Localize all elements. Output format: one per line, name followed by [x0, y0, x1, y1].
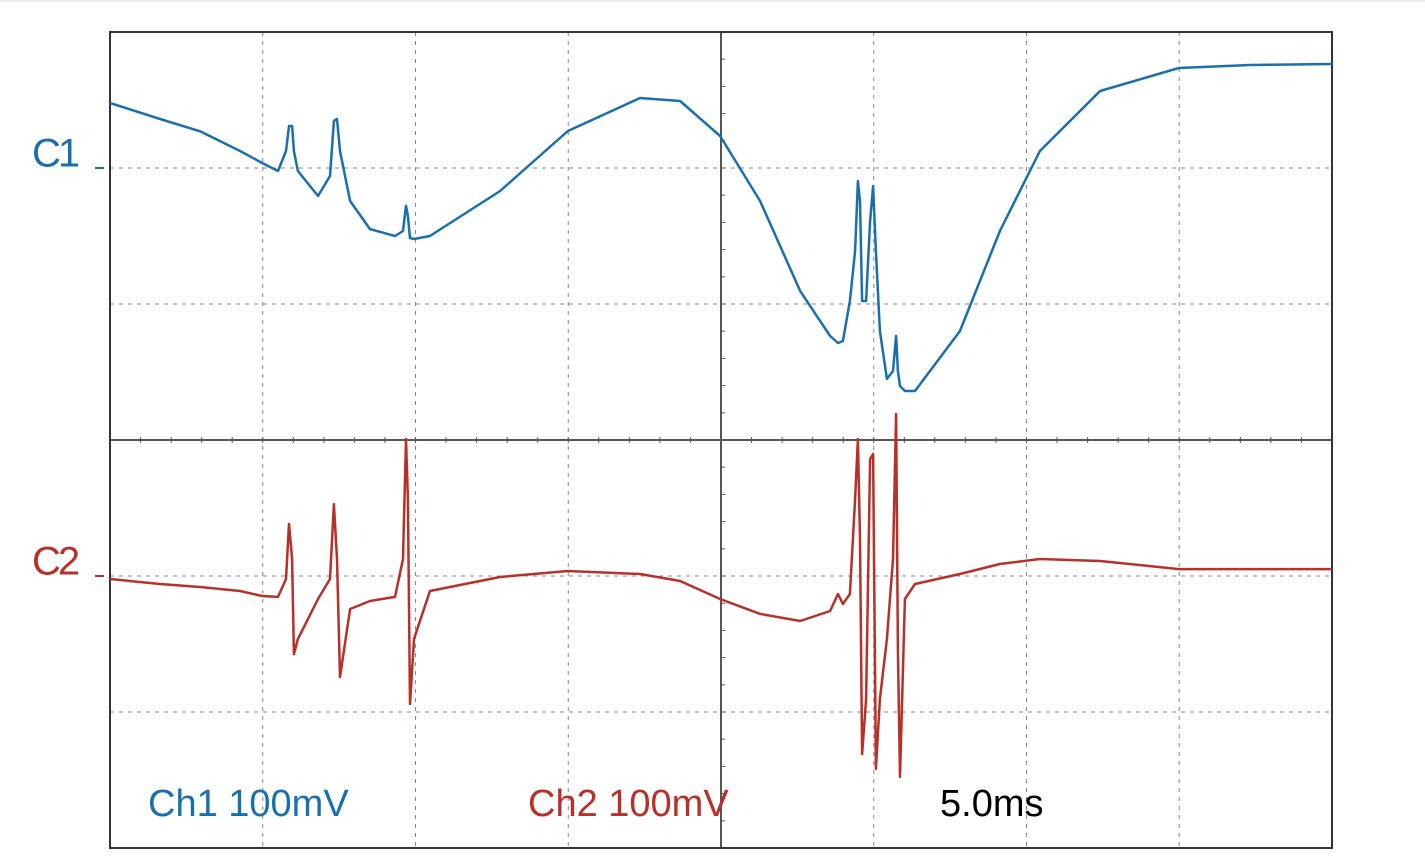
frame	[109, 31, 1333, 849]
channel-scale: Ch1 100mV	[148, 783, 349, 825]
waveform	[109, 62, 1333, 393]
time-scale: 5.0ms	[940, 783, 1043, 825]
channel-name: C2	[32, 540, 79, 584]
graticule	[110, 32, 1332, 848]
waveform	[109, 412, 1332, 779]
channel-scale: Ch2 100mV	[528, 783, 729, 825]
channel-name: C1	[32, 132, 79, 176]
